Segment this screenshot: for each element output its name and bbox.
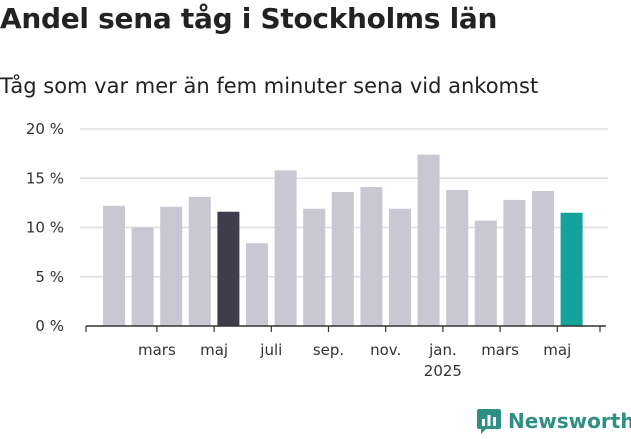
bar: [503, 199, 526, 326]
bar: [103, 205, 125, 326]
chart-title: Andel sena tåg i Stockholms län: [0, 2, 498, 35]
y-tick-label: 10 %: [26, 219, 64, 237]
bar: [131, 227, 154, 326]
brand: Newsworthy: [476, 407, 631, 435]
x-tick-sublabel: 2025: [424, 362, 462, 380]
y-tick-label: 0 %: [35, 317, 64, 335]
bar-chart-logo-icon: [477, 409, 501, 434]
brand-name: Newsworthy: [508, 409, 631, 433]
y-tick-label: 20 %: [26, 120, 64, 138]
bar: [160, 206, 183, 326]
chart-subtitle: Tåg som var mer än fem minuter sena vid …: [0, 74, 539, 98]
bar: [274, 170, 297, 326]
x-tick-label: mars: [138, 341, 176, 359]
x-tick-label: sep.: [313, 341, 344, 359]
x-tick-label: juli: [259, 341, 282, 359]
bar-chart: 0 % 5 % 10 % 15 % 20 % mars maj juli sep. nov. jan…: [26, 120, 608, 380]
bar: [446, 190, 469, 326]
bar: [560, 212, 583, 326]
bar: [217, 211, 240, 326]
x-tick-label: maj: [200, 341, 228, 359]
bar: [417, 154, 440, 326]
x-tick-label: nov.: [370, 341, 401, 359]
bar: [303, 208, 326, 326]
bar: [532, 191, 554, 326]
bar: [188, 196, 211, 326]
bar: [360, 187, 383, 326]
x-tick-label: jan.: [428, 341, 457, 359]
bar: [331, 192, 354, 326]
x-tick-label: mars: [481, 341, 519, 359]
x-tick-label: maj: [543, 341, 571, 359]
bar: [389, 208, 411, 326]
bar: [246, 243, 268, 326]
y-tick-label: 15 %: [26, 169, 64, 187]
bar: [474, 220, 497, 326]
y-tick-label: 5 %: [35, 268, 64, 286]
